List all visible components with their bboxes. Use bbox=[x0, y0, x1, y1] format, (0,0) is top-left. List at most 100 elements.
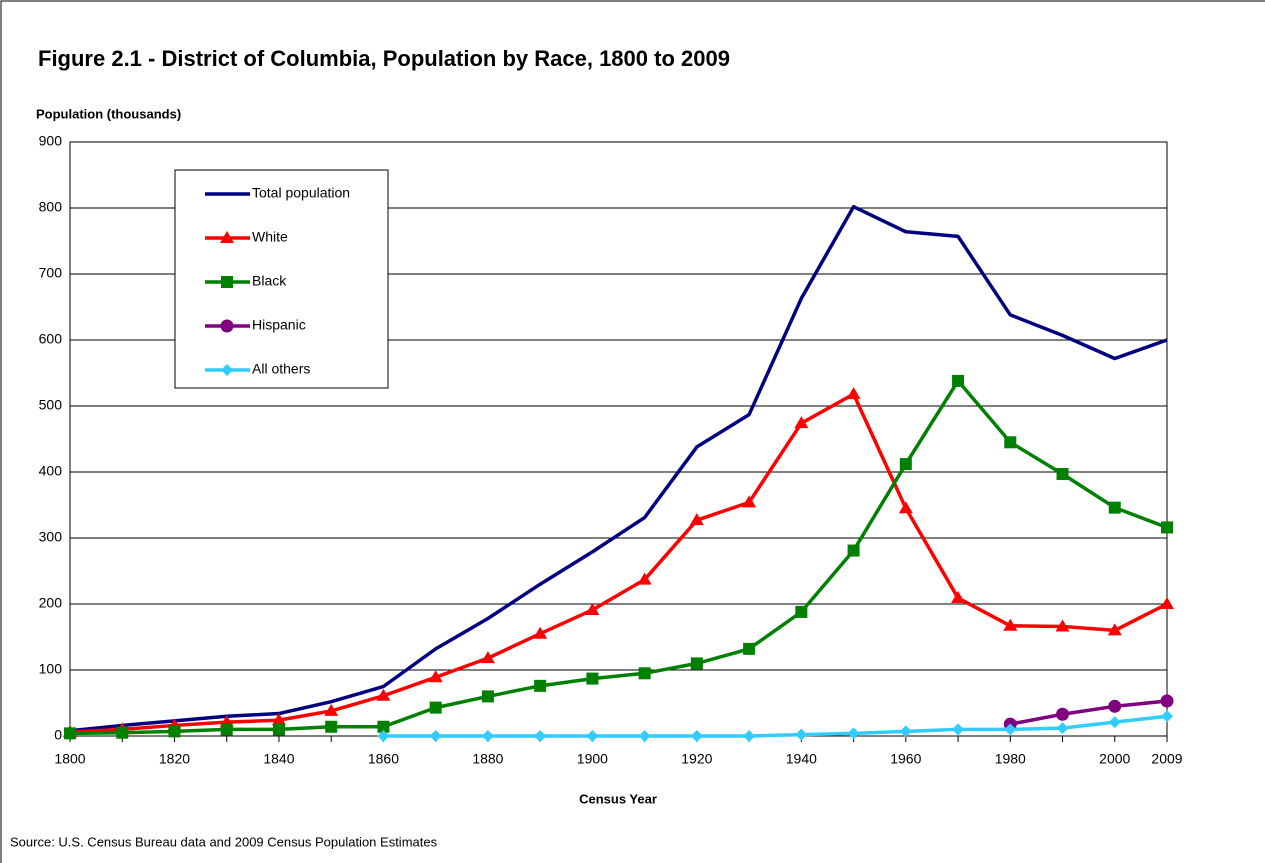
legend-label: Black bbox=[252, 273, 287, 289]
x-tick-label: 1840 bbox=[263, 751, 294, 767]
marker bbox=[1160, 694, 1174, 708]
marker bbox=[168, 725, 181, 738]
marker bbox=[1161, 521, 1173, 534]
legend bbox=[174, 169, 389, 389]
x-tick-label: 1900 bbox=[577, 751, 608, 767]
marker bbox=[899, 725, 912, 738]
marker bbox=[585, 602, 600, 615]
marker bbox=[951, 591, 966, 604]
legend-marker bbox=[220, 231, 234, 243]
marker bbox=[428, 670, 443, 683]
x-tick-label: 1940 bbox=[786, 751, 817, 767]
x-tick-label: 2000 bbox=[1099, 751, 1130, 767]
marker bbox=[534, 730, 547, 742]
x-tick-label: 1980 bbox=[995, 751, 1026, 767]
marker bbox=[638, 667, 651, 680]
source-note: Source: U.S. Census Bureau data and 2009… bbox=[10, 834, 438, 849]
marker bbox=[429, 701, 442, 714]
marker bbox=[743, 642, 756, 655]
chart-title: Figure 2.1 - District of Columbia, Popul… bbox=[38, 46, 730, 71]
marker bbox=[794, 416, 809, 429]
marker bbox=[1108, 501, 1121, 514]
legend-label: Hispanic bbox=[252, 317, 306, 333]
marker bbox=[586, 730, 599, 742]
marker bbox=[324, 703, 339, 716]
marker bbox=[743, 730, 756, 742]
series-line bbox=[69, 379, 1168, 736]
marker bbox=[1004, 436, 1017, 449]
y-tick-label: 200 bbox=[39, 595, 63, 611]
marker bbox=[1056, 722, 1069, 735]
marker bbox=[481, 690, 494, 703]
x-axis-label: Census Year bbox=[579, 791, 657, 806]
marker bbox=[116, 726, 129, 739]
marker bbox=[952, 374, 965, 387]
marker bbox=[1108, 716, 1121, 729]
marker bbox=[377, 730, 390, 742]
marker bbox=[690, 657, 703, 670]
marker bbox=[1056, 707, 1070, 721]
x-tick-label: 1860 bbox=[368, 751, 399, 767]
y-tick-label: 400 bbox=[39, 463, 63, 479]
marker bbox=[1107, 623, 1122, 636]
marker bbox=[847, 727, 860, 740]
legend-label: White bbox=[252, 229, 288, 245]
marker bbox=[952, 723, 965, 736]
marker bbox=[1055, 619, 1070, 632]
marker bbox=[847, 544, 860, 557]
y-tick-label: 100 bbox=[39, 661, 63, 677]
marker bbox=[1004, 723, 1017, 736]
marker bbox=[481, 730, 494, 742]
marker bbox=[220, 723, 233, 736]
y-tick-label: 900 bbox=[39, 133, 63, 149]
x-tick-label: 1920 bbox=[681, 751, 712, 767]
x-tick-label: 1800 bbox=[54, 751, 85, 767]
legend-label: Total population bbox=[252, 185, 350, 201]
marker bbox=[325, 720, 338, 733]
y-tick-label: 600 bbox=[39, 331, 63, 347]
marker bbox=[690, 730, 703, 742]
marker bbox=[898, 501, 913, 514]
marker bbox=[586, 672, 599, 685]
y-tick-label: 500 bbox=[39, 397, 63, 413]
marker bbox=[271, 713, 286, 726]
marker bbox=[1003, 618, 1018, 631]
marker bbox=[742, 495, 757, 508]
marker bbox=[64, 727, 76, 740]
marker bbox=[846, 387, 861, 400]
marker bbox=[1108, 699, 1122, 713]
marker bbox=[533, 626, 548, 639]
marker bbox=[534, 679, 547, 692]
legend-marker bbox=[220, 319, 234, 333]
marker bbox=[899, 458, 912, 471]
marker bbox=[376, 688, 391, 701]
marker bbox=[795, 605, 808, 618]
marker bbox=[480, 651, 495, 664]
legend-label: All others bbox=[252, 361, 310, 377]
marker bbox=[638, 730, 651, 742]
x-tick-label: 1960 bbox=[890, 751, 921, 767]
marker bbox=[429, 730, 442, 742]
marker bbox=[377, 720, 390, 733]
legend-marker bbox=[221, 364, 233, 376]
marker bbox=[795, 728, 808, 741]
marker bbox=[272, 723, 285, 736]
marker bbox=[1160, 597, 1174, 609]
marker bbox=[689, 513, 704, 526]
series-line bbox=[1009, 699, 1168, 726]
y-tick-label: 300 bbox=[39, 529, 63, 545]
marker bbox=[637, 572, 652, 585]
series-line bbox=[383, 714, 1168, 738]
y-tick-label: 0 bbox=[54, 727, 62, 743]
marker bbox=[1056, 467, 1069, 480]
y-tick-label: 800 bbox=[39, 199, 63, 215]
series-line bbox=[69, 204, 1168, 733]
x-tick-label: 2009 bbox=[1151, 751, 1182, 767]
series-line bbox=[69, 392, 1168, 734]
y-axis-label: Population (thousands) bbox=[36, 106, 181, 121]
x-tick-label: 1820 bbox=[159, 751, 190, 767]
x-tick-label: 1880 bbox=[472, 751, 503, 767]
legend-marker bbox=[221, 276, 233, 288]
